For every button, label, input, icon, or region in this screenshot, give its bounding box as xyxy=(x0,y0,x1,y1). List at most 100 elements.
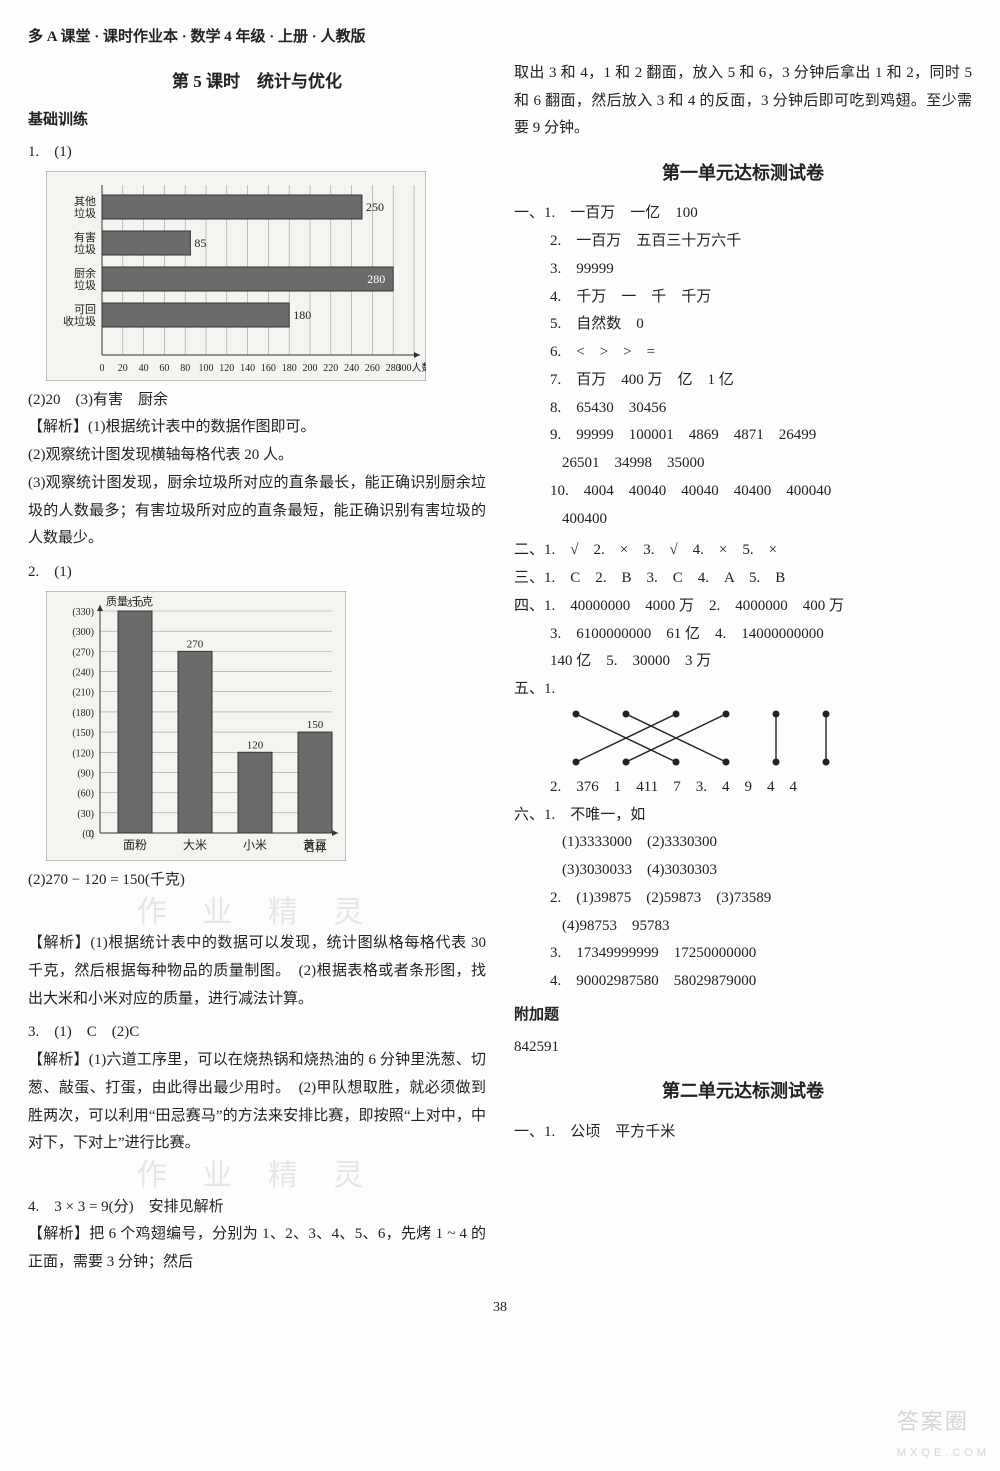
svg-text:(300): (300) xyxy=(72,627,94,638)
svg-text:(150): (150) xyxy=(72,728,94,739)
svg-text:120: 120 xyxy=(219,363,234,374)
svg-text:(240): (240) xyxy=(72,667,94,678)
svg-text:60: 60 xyxy=(159,363,169,374)
section-1: 一、1. 一百万 一亿 100 xyxy=(514,200,972,228)
svg-text:85: 85 xyxy=(194,236,206,250)
watermark-mid-1: 作 业 精 灵 xyxy=(28,885,486,941)
s5-2: 2. 376 1 411 7 3. 4 9 4 4 xyxy=(550,774,972,802)
svg-text:垃圾: 垃圾 xyxy=(74,206,96,220)
s1-i7: 7. 百万 400 万 亿 1 亿 xyxy=(550,367,972,395)
svg-text:垃圾: 垃圾 xyxy=(74,242,96,256)
svg-text:0: 0 xyxy=(100,363,105,374)
wm-br-2: MXQE.COM xyxy=(897,1443,990,1463)
s1-i2: 2. 一百万 五百三十万六千 xyxy=(550,228,972,256)
q1-analysis-3: (3)观察统计图发现，厨余垃圾所对应的直条最长，能正确识别厨余垃圾的人数最多；有… xyxy=(28,470,486,553)
unit2-title: 第二单元达标测试卷 xyxy=(514,1075,972,1108)
q4-analysis-text: 把 6 个鸡翅编号，分别为 1、2、3、4、5、6，先烤 1 ~ 4 的正面，需… xyxy=(28,1226,486,1270)
u2-s1: 一、1. 公顷 平方千米 xyxy=(514,1119,972,1147)
svg-text:其他: 其他 xyxy=(74,195,96,208)
left-column: 第 5 课时 统计与优化 基础训练 1. (1) 020406080100120… xyxy=(28,60,486,1277)
s1-i9b: 26501 34998 35000 xyxy=(562,450,972,478)
svg-text:大米: 大米 xyxy=(183,838,207,852)
chart-2: (0)(30)(60)(90)(120)(150)(180)(210)(240)… xyxy=(46,591,486,861)
svg-text:(30): (30) xyxy=(77,809,94,820)
svg-text:200: 200 xyxy=(303,363,318,374)
s1-i3: 3. 99999 xyxy=(550,256,972,284)
svg-text:250: 250 xyxy=(366,200,384,214)
svg-text:150: 150 xyxy=(307,719,324,731)
svg-text:收垃圾: 收垃圾 xyxy=(63,314,96,328)
page-number: 38 xyxy=(28,1295,972,1321)
s1-i5: 5. 自然数 0 xyxy=(550,311,972,339)
extra-label: 附加题 xyxy=(514,1002,972,1030)
q4-analysis: 【解析】把 6 个鸡翅编号，分别为 1、2、3、4、5、6，先烤 1 ~ 4 的… xyxy=(28,1221,486,1277)
matching-diagram xyxy=(514,704,972,774)
section-3: 三、1. C 2. B 3. C 4. A 5. B xyxy=(514,565,972,593)
svg-text:(330): (330) xyxy=(72,607,94,618)
s6-3: 3. 17349999999 17250000000 xyxy=(550,940,972,968)
s1-i8: 8. 65430 30456 xyxy=(550,395,972,423)
q1-analysis-1: (1)根据统计表中的数据作图即可。 xyxy=(88,419,316,435)
unit1-title: 第一单元达标测试卷 xyxy=(514,157,972,190)
s6-2a: 2. (1)39875 (2)59873 (3)73589 xyxy=(550,885,972,913)
svg-text:330: 330 xyxy=(127,598,144,610)
wm-br-1: 答案圈 xyxy=(897,1409,969,1434)
svg-text:小米: 小米 xyxy=(243,838,267,852)
chart-1: 0204060801001201401601802002202402602803… xyxy=(46,171,486,381)
q1-analysis: 【解析】(1)根据统计表中的数据作图即可。 xyxy=(28,414,486,442)
analysis-label: 【解析】 xyxy=(28,419,88,435)
svg-text:面粉: 面粉 xyxy=(123,838,147,852)
s1-i6: 6. < > > = xyxy=(550,339,972,367)
q3-label: 3. (1) C (2)C xyxy=(28,1019,486,1047)
section-4a: 四、1. 40000000 4000 万 2. 4000000 400 万 xyxy=(514,593,972,621)
svg-text:0: 0 xyxy=(89,829,94,840)
svg-text:80: 80 xyxy=(180,363,190,374)
svg-text:(180): (180) xyxy=(72,708,94,719)
svg-text:(90): (90) xyxy=(77,768,94,779)
svg-text:有害: 有害 xyxy=(74,230,96,244)
q2-label: 2. (1) xyxy=(28,559,486,587)
s1-label: 一、 xyxy=(514,205,544,221)
right-column: 取出 3 和 4，1 和 2 翻面，放入 5 和 6，3 分钟后拿出 1 和 2… xyxy=(514,60,972,1277)
svg-text:280: 280 xyxy=(367,272,385,286)
svg-text:100: 100 xyxy=(199,363,214,374)
svg-text:垃圾: 垃圾 xyxy=(74,278,96,292)
section-6-label: 六、1. 不唯一，如 xyxy=(514,802,972,830)
svg-text:220: 220 xyxy=(323,363,338,374)
s6-4: 4. 90002987580 58029879000 xyxy=(550,968,972,996)
two-column-layout: 第 5 课时 统计与优化 基础训练 1. (1) 020406080100120… xyxy=(28,60,972,1277)
watermark-mid-2: 作 业 精 灵 xyxy=(28,1148,486,1204)
analysis-label: 【解析】 xyxy=(28,1226,89,1242)
svg-text:260: 260 xyxy=(365,363,380,374)
analysis-label: 【解析】 xyxy=(28,1052,89,1068)
svg-text:270: 270 xyxy=(187,638,204,650)
s1-i1: 1. 一百万 一亿 100 xyxy=(544,205,698,221)
svg-text:160: 160 xyxy=(261,363,276,374)
svg-text:厨余: 厨余 xyxy=(74,266,96,280)
svg-text:20: 20 xyxy=(118,363,128,374)
q1-part2-3: (2)20 (3)有害 厨余 xyxy=(28,387,486,415)
watermark-bottom-right: 答案圈 MXQE.COM xyxy=(897,1402,990,1463)
svg-text:黄豆: 黄豆 xyxy=(303,838,327,852)
s1-i9a: 9. 99999 100001 4869 4871 26499 xyxy=(550,422,972,450)
svg-text:(210): (210) xyxy=(72,688,94,699)
section-5-label: 五、1. xyxy=(514,676,972,704)
svg-text:可回: 可回 xyxy=(74,303,96,316)
q1-analysis-2: (2)观察统计图发现横轴每格代表 20 人。 xyxy=(28,442,486,470)
svg-text:140: 140 xyxy=(240,363,255,374)
svg-text:(60): (60) xyxy=(77,789,94,800)
s1-i4: 4. 千万 一 千 千万 xyxy=(550,284,972,312)
lesson-title: 第 5 课时 统计与优化 xyxy=(28,66,486,97)
svg-text:180: 180 xyxy=(282,363,297,374)
q2-analysis-text: (1)根据统计表中的数据可以发现，统计图纵格每格代表 30 千克，然后根据每种物… xyxy=(28,935,486,1007)
svg-text:180: 180 xyxy=(293,308,311,322)
page-header: 多 A 课堂 · 课时作业本 · 数学 4 年级 · 上册 · 人教版 xyxy=(28,24,972,52)
s1-i10b: 400400 xyxy=(562,506,972,534)
section-4c: 140 亿 5. 30000 3 万 xyxy=(550,648,972,676)
q4-continuation: 取出 3 和 4，1 和 2 翻面，放入 5 和 6，3 分钟后拿出 1 和 2… xyxy=(514,60,972,143)
q2-analysis: 【解析】(1)根据统计表中的数据可以发现，统计图纵格每格代表 30 千克，然后根… xyxy=(28,930,486,1013)
svg-text:300人数: 300人数 xyxy=(397,361,427,374)
s6-1b: (3)3030033 (4)3030303 xyxy=(562,857,972,885)
q3-analysis: 【解析】(1)六道工序里，可以在烧热锅和烧热油的 6 分钟里洗葱、切葱、敲蛋、打… xyxy=(28,1047,486,1158)
section-4b: 3. 6100000000 61 亿 4. 14000000000 xyxy=(550,621,972,649)
